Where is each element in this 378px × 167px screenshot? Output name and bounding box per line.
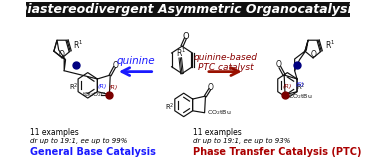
- Text: 11 examples: 11 examples: [193, 128, 242, 137]
- Text: PTC catalyst: PTC catalyst: [198, 63, 254, 72]
- Text: Diastereodivergent Asymmetric Organocatalysis: Diastereodivergent Asymmetric Organocata…: [17, 3, 359, 16]
- Text: (S): (S): [295, 82, 304, 87]
- Text: R$^1$: R$^1$: [73, 39, 83, 51]
- Text: R$^1$: R$^1$: [176, 47, 186, 59]
- Text: General Base Catalysis: General Base Catalysis: [30, 147, 156, 157]
- Text: Phase Transfer Catalysis (PTC): Phase Transfer Catalysis (PTC): [193, 147, 362, 157]
- Text: R$^2$: R$^2$: [165, 101, 175, 113]
- FancyBboxPatch shape: [26, 1, 350, 17]
- Text: R$^2$: R$^2$: [69, 82, 79, 93]
- Text: O: O: [59, 49, 65, 58]
- Text: CO$_2$tBu: CO$_2$tBu: [288, 92, 312, 101]
- Text: dr up to 19:1, ee up to 99%: dr up to 19:1, ee up to 99%: [30, 138, 128, 144]
- Text: dr up to 19:1, ee up to 93%: dr up to 19:1, ee up to 93%: [193, 138, 291, 144]
- Text: quinine: quinine: [116, 56, 155, 66]
- Text: O: O: [112, 61, 118, 70]
- Text: R$^2$: R$^2$: [296, 82, 306, 93]
- Text: (R): (R): [283, 84, 292, 89]
- Text: (R): (R): [98, 84, 107, 89]
- Text: O: O: [208, 83, 214, 92]
- Text: (R): (R): [109, 85, 118, 90]
- Text: tBuO$_2$C: tBuO$_2$C: [82, 90, 107, 99]
- Text: CO$_2$tBu: CO$_2$tBu: [207, 108, 232, 117]
- Text: 11 examples: 11 examples: [30, 128, 79, 137]
- Text: O: O: [276, 60, 282, 69]
- Text: O: O: [183, 32, 190, 41]
- Text: O: O: [310, 49, 316, 58]
- Text: quinine-based: quinine-based: [194, 53, 258, 62]
- Text: R$^1$: R$^1$: [325, 39, 335, 51]
